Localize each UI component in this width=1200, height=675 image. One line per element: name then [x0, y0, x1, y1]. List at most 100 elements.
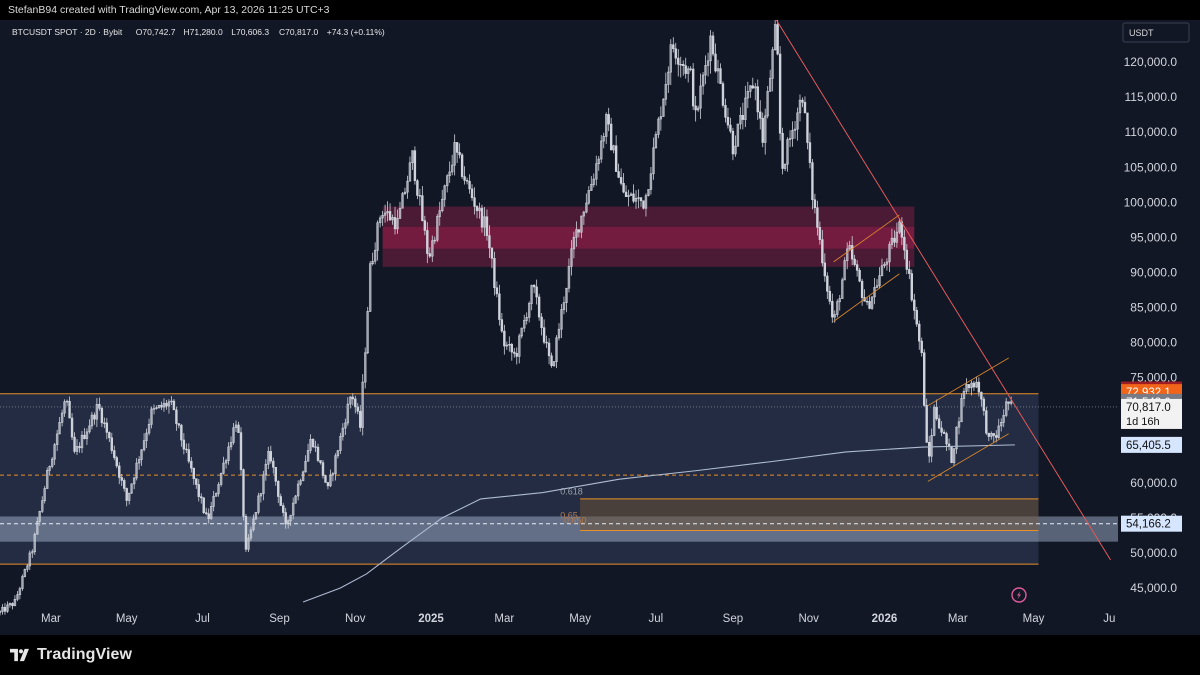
- candle-body: [152, 408, 156, 410]
- candle-body: [480, 207, 484, 228]
- price-badge-countdown: 1d 16h: [1126, 416, 1160, 428]
- candle-body: [140, 449, 143, 460]
- candle-body: [118, 465, 121, 478]
- x-tick-label: Mar: [948, 613, 968, 625]
- y-tick-label: 90,000.0: [1130, 265, 1177, 279]
- candle-body: [542, 327, 546, 343]
- candle-body: [619, 177, 623, 184]
- candle-body: [391, 217, 394, 221]
- candle-body: [883, 263, 886, 267]
- candle-body: [187, 449, 191, 462]
- candle-body: [478, 207, 481, 212]
- candle-body: [41, 500, 44, 512]
- candle-body: [31, 551, 34, 554]
- y-tick-label: 50,000.0: [1130, 546, 1177, 560]
- candle-body: [935, 406, 938, 420]
- channel-flag-2-upper: [927, 357, 1009, 407]
- candle-body: [344, 422, 347, 429]
- candle-body: [826, 275, 829, 292]
- candle-body: [219, 472, 223, 485]
- candle-body: [80, 434, 84, 449]
- candle-body: [647, 189, 650, 196]
- footer-bar: TradingView: [0, 635, 1200, 675]
- candle-body: [329, 474, 332, 487]
- candle-body: [463, 176, 466, 181]
- candle-body: [669, 44, 673, 73]
- candle-body: [756, 86, 759, 113]
- candle-body: [490, 247, 494, 259]
- candle-body: [513, 351, 516, 354]
- candle-body: [279, 496, 282, 506]
- candle-body: [759, 111, 762, 119]
- y-tick-label: 75,000.0: [1130, 371, 1177, 385]
- supply-zone: [382, 206, 915, 267]
- candle-body: [426, 230, 429, 254]
- candle-body: [68, 400, 71, 419]
- candle-body: [642, 200, 645, 209]
- candle-body: [147, 423, 151, 434]
- candle-body: [918, 323, 921, 342]
- chart-canvas[interactable]: 0.618 0.650.650 BTCUSDT SPOT · 2D · Bybit O…: [0, 20, 1200, 635]
- candle-body: [639, 197, 643, 202]
- candle-body: [714, 53, 717, 72]
- candle-body: [617, 171, 620, 178]
- candle-body: [351, 396, 354, 400]
- candle-body: [443, 185, 446, 200]
- candle-body: [3, 606, 7, 612]
- candle-body: [306, 450, 310, 462]
- candle-body: [237, 424, 240, 433]
- y-tick-label: 115,000.0: [1125, 90, 1178, 104]
- fib-label: 0.65: [560, 511, 578, 521]
- candle-body: [381, 214, 384, 219]
- candle-body: [605, 114, 608, 137]
- price-badge-value: 54,166.2: [1126, 519, 1171, 531]
- candle-body: [234, 424, 238, 429]
- candle-body: [500, 319, 504, 332]
- candle-body: [63, 401, 66, 414]
- candle-body: [945, 433, 948, 445]
- candle-body: [992, 433, 995, 436]
- candle-body: [244, 516, 248, 550]
- candle-body: [754, 86, 757, 89]
- candle-body: [771, 49, 774, 79]
- candle-body: [468, 180, 471, 190]
- candle-body: [962, 390, 966, 399]
- candle-body: [624, 191, 628, 197]
- candle-body: [952, 448, 956, 463]
- candle-body: [552, 361, 556, 366]
- candle-body: [537, 296, 541, 318]
- candle-body: [207, 513, 210, 519]
- candle-body: [706, 60, 710, 66]
- candle-body: [175, 409, 178, 424]
- candle-body: [682, 64, 685, 66]
- candle-body: [185, 448, 188, 451]
- legend-item: O70,742.7: [136, 27, 176, 37]
- candle-body: [113, 450, 116, 458]
- candle-body: [202, 497, 205, 513]
- candle-body: [98, 404, 101, 409]
- candle-body: [515, 353, 518, 357]
- candle-body: [845, 248, 849, 261]
- candle-body: [413, 150, 417, 181]
- candle-body: [811, 162, 814, 201]
- candle-body: [773, 24, 777, 51]
- candle-body: [850, 245, 854, 260]
- candle-body: [957, 421, 961, 428]
- candle-body: [137, 459, 141, 464]
- candle-body: [955, 426, 958, 450]
- x-tick-label: May: [116, 613, 138, 625]
- candle-body: [868, 301, 871, 309]
- candle-body: [940, 427, 943, 433]
- candle-body: [721, 83, 725, 106]
- candle-body: [227, 446, 230, 461]
- candle-body: [570, 248, 573, 267]
- candle-body: [386, 211, 389, 214]
- candle-body: [319, 460, 322, 463]
- candle-body: [893, 237, 896, 243]
- tradingview-logo[interactable]: TradingView: [10, 646, 132, 664]
- candle-body: [488, 235, 491, 249]
- candle-body: [53, 444, 56, 460]
- candle-body: [776, 24, 779, 55]
- candle-body: [828, 290, 832, 302]
- candle-body: [937, 418, 941, 429]
